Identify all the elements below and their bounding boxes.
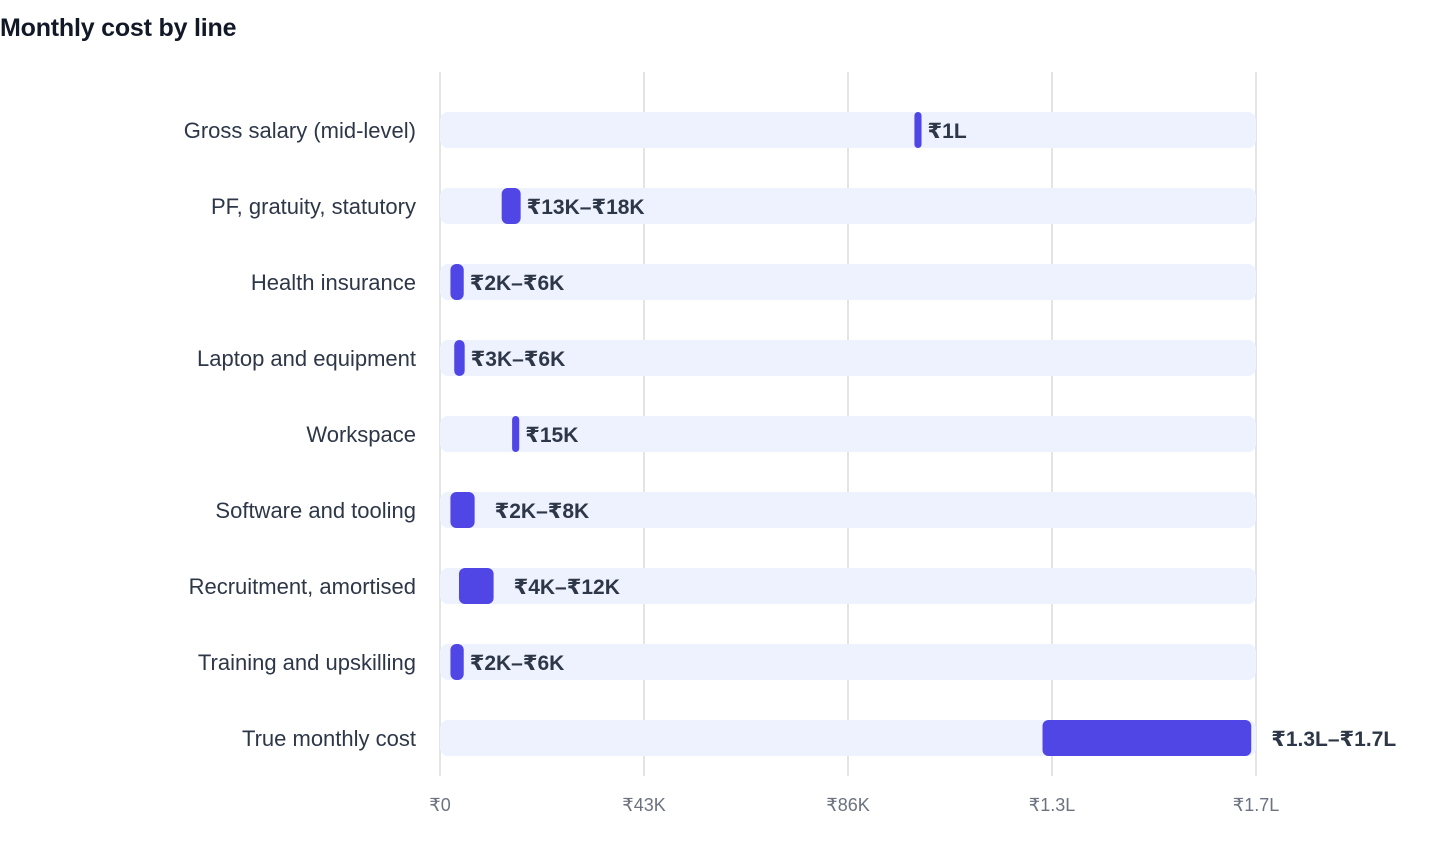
- category-label: Laptop and equipment: [197, 346, 416, 371]
- category-label: Training and upskilling: [198, 650, 416, 675]
- category-label: True monthly cost: [242, 726, 416, 751]
- range-bar: [450, 644, 464, 680]
- category-label: PF, gratuity, statutory: [211, 194, 416, 219]
- range-bar: [914, 112, 922, 148]
- range-bar: [458, 568, 494, 604]
- bar-track: [440, 644, 1256, 680]
- value-label: ₹15K: [525, 424, 578, 447]
- value-label: ₹13K–₹18K: [527, 196, 645, 219]
- range-bar: [1042, 720, 1252, 756]
- x-tick-label: ₹43K: [622, 795, 665, 815]
- range-bars: [450, 112, 1252, 756]
- bar-track: [440, 264, 1256, 300]
- range-bar: [501, 188, 521, 224]
- value-labels: ₹1L ₹13K–₹18K ₹2K–₹6K ₹3K–₹6K ₹15K ₹2K–₹8K ₹4K…: [470, 120, 1397, 751]
- value-label: ₹2K–₹6K: [470, 652, 565, 675]
- bar-track: [440, 568, 1256, 604]
- bar-track: [440, 416, 1256, 452]
- x-axis-ticks: ₹0 ₹43K ₹86K ₹1.3L ₹1.7L: [429, 795, 1279, 815]
- value-label: ₹1.3L–₹1.7L: [1271, 728, 1396, 751]
- x-tick-label: ₹1.3L: [1029, 795, 1076, 815]
- range-bar: [450, 264, 464, 300]
- category-label: Workspace: [306, 422, 416, 447]
- range-bar: [450, 492, 475, 528]
- value-label: ₹4K–₹12K: [514, 576, 620, 599]
- chart-title: Monthly cost by line: [0, 14, 237, 42]
- category-labels: Gross salary (mid-level) PF, gratuity, st…: [184, 118, 416, 751]
- range-bar: [512, 416, 520, 452]
- x-tick-label: ₹86K: [826, 795, 869, 815]
- x-tick-label: ₹0: [429, 795, 450, 815]
- bar-track: [440, 188, 1256, 224]
- category-label: Recruitment, amortised: [189, 574, 416, 599]
- category-label: Software and tooling: [215, 498, 416, 523]
- bar-track: [440, 112, 1256, 148]
- value-label: ₹2K–₹6K: [470, 272, 565, 295]
- value-label: ₹3K–₹6K: [471, 348, 566, 371]
- value-label: ₹2K–₹8K: [495, 500, 590, 523]
- bar-track: [440, 340, 1256, 376]
- bar-track: [440, 492, 1256, 528]
- range-bar: [454, 340, 465, 376]
- category-label: Gross salary (mid-level): [184, 118, 416, 143]
- category-label: Health insurance: [251, 270, 416, 295]
- value-label: ₹1L: [928, 120, 967, 143]
- x-tick-label: ₹1.7L: [1233, 795, 1280, 815]
